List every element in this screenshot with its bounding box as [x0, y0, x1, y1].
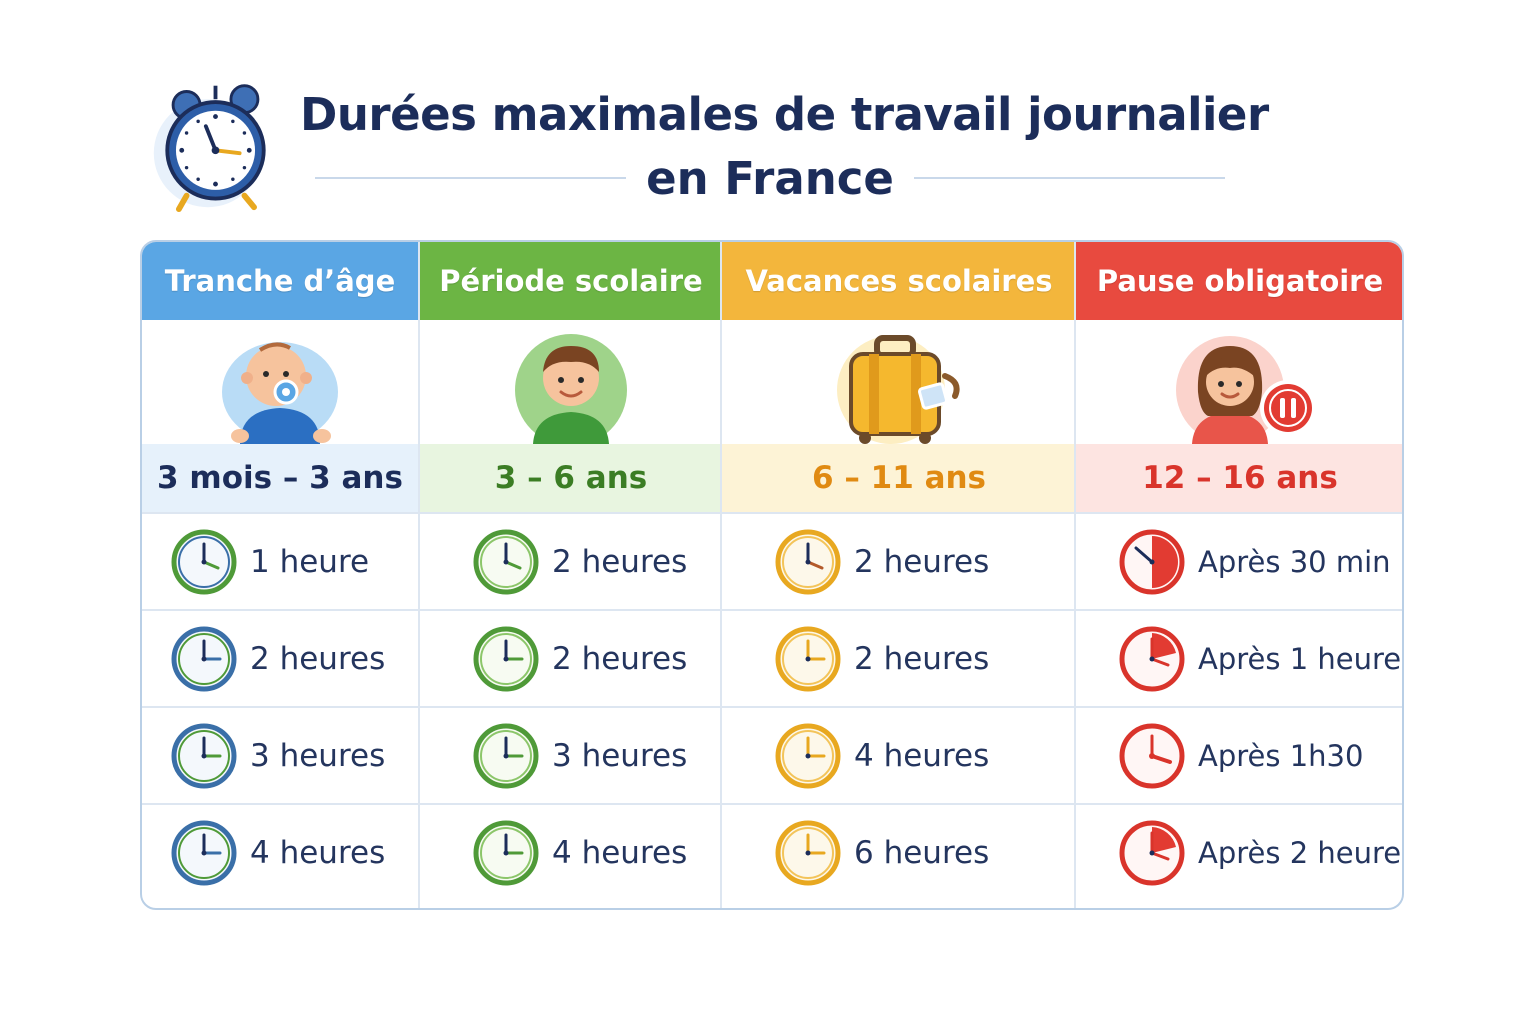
work-duration-table: Tranche d’âge 3 mois – 3 ans 1 heure — [140, 240, 1404, 910]
age-range-label: 6 – 11 ans — [722, 444, 1076, 512]
clock-icon — [775, 626, 841, 691]
column-school-period: Période scolaire 3 – 6 ans 2 heures 2 he… — [418, 242, 722, 908]
table-row: 6 heures — [722, 803, 1076, 900]
avatar-cell — [1076, 320, 1402, 444]
table-row: 4 heures — [420, 803, 722, 900]
clock-icon — [473, 820, 539, 885]
table-row: 2 heures — [722, 609, 1076, 706]
break-value: Après 1h30 — [1198, 738, 1364, 773]
clock-icon — [473, 626, 539, 691]
clock-icon — [171, 626, 237, 691]
clock-icon — [171, 529, 237, 594]
clock-icon — [473, 529, 539, 594]
table-row: 1 heure — [142, 512, 418, 609]
baby-icon — [222, 342, 338, 444]
clock-icon — [171, 723, 237, 788]
boy-icon — [515, 334, 627, 444]
duration-value: 2 heures — [552, 640, 688, 677]
page-title: Durées maximales de travail journalier — [300, 88, 1269, 141]
title-rule-right — [913, 177, 1225, 179]
avatar-cell — [420, 320, 722, 444]
clock-icon — [171, 820, 237, 885]
age-range-label: 3 – 6 ans — [420, 444, 722, 512]
duration-value: 3 heures — [250, 737, 386, 774]
duration-value: 2 heures — [854, 543, 990, 580]
timer-icon — [1119, 626, 1185, 691]
age-range-label: 3 mois – 3 ans — [142, 444, 418, 512]
break-value: Après 30 min — [1198, 544, 1391, 579]
page-subtitle-row: en France — [315, 148, 1225, 208]
duration-value: 2 heures — [250, 640, 386, 677]
table-row: 2 heures — [142, 609, 418, 706]
duration-value: 2 heures — [552, 543, 688, 580]
duration-value: 4 heures — [854, 737, 990, 774]
timer-icon — [1119, 529, 1185, 594]
table-row: 3 heures — [142, 706, 418, 803]
avatar-cell — [722, 320, 1076, 444]
clock-icon — [775, 820, 841, 885]
title-block: Durées maximales de travail journalier e… — [140, 70, 1400, 220]
column-header: Pause obligatoire — [1076, 242, 1402, 320]
column-header: Période scolaire — [420, 242, 722, 320]
table-row: Après 1h30 — [1076, 706, 1402, 803]
duration-value: 2 heures — [854, 640, 990, 677]
title-rule-left — [315, 177, 627, 179]
alarm-clock-icon — [153, 84, 266, 213]
clock-icon — [473, 723, 539, 788]
timer-icon — [1119, 820, 1185, 885]
duration-value: 4 heures — [552, 834, 688, 871]
column-mandatory-break: Pause obligatoire 12 – 16 ans Après 3 — [1074, 242, 1404, 908]
clock-icon — [775, 723, 841, 788]
age-range-label: 12 – 16 ans — [1076, 444, 1402, 512]
table-row: Après 30 min — [1076, 512, 1402, 609]
table-row: 2 heures — [420, 512, 722, 609]
break-value: Après 1 heure — [1198, 641, 1402, 676]
duration-value: 1 heure — [250, 543, 370, 580]
duration-value: 4 heures — [250, 834, 386, 871]
girl-pause-icon — [1176, 336, 1316, 444]
table-row: Après 1 heure — [1076, 609, 1402, 706]
table-row: 2 heures — [420, 609, 722, 706]
table-row: 4 heures — [722, 706, 1076, 803]
timer-icon — [1119, 723, 1185, 788]
column-age-range: Tranche d’âge 3 mois – 3 ans 1 heure — [142, 242, 418, 908]
break-value: Après 2 heures — [1198, 835, 1404, 870]
clock-icon — [775, 529, 841, 594]
avatar-cell — [142, 320, 418, 444]
suitcase-icon — [837, 335, 960, 444]
page-title-line2: en France — [646, 151, 894, 205]
duration-value: 6 heures — [854, 834, 990, 871]
duration-value: 3 heures — [552, 737, 688, 774]
column-header: Tranche d’âge — [142, 242, 418, 320]
table-row: Après 2 heures — [1076, 803, 1404, 900]
column-header: Vacances scolaires — [722, 242, 1076, 320]
table-row: 3 heures — [420, 706, 722, 803]
table-row: 4 heures — [142, 803, 418, 900]
table-row: 2 heures — [722, 512, 1076, 609]
column-school-holidays: Vacances scolaires 6 – 11 ans 2 heures 2… — [720, 242, 1076, 908]
